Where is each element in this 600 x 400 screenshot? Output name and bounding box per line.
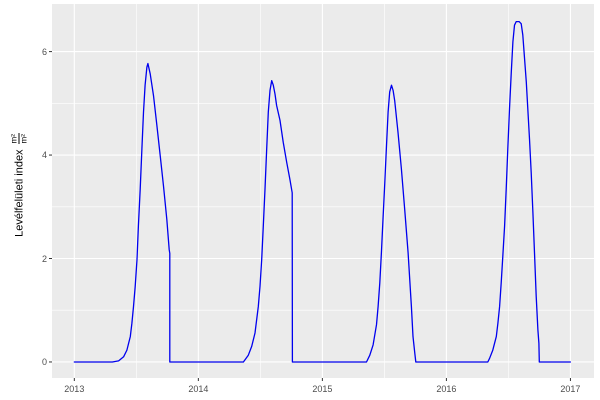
x-tick-label: 2014 bbox=[188, 384, 209, 394]
panel-background bbox=[52, 4, 594, 378]
y-axis-unit-fraction: m² m² bbox=[9, 133, 29, 145]
y-tick-label: 0 bbox=[41, 356, 47, 367]
x-tick-label: 2015 bbox=[312, 384, 333, 394]
y-axis-unit-numerator: m² bbox=[9, 133, 20, 145]
y-axis-title-text: Levélfelületi index bbox=[13, 149, 25, 237]
y-axis-title: Levélfelületi index m² m² bbox=[9, 125, 29, 245]
y-tick-label: 2 bbox=[41, 253, 47, 264]
x-tick-label: 2016 bbox=[436, 384, 457, 394]
x-tick-label: 2013 bbox=[64, 384, 85, 394]
y-tick-label: 6 bbox=[41, 46, 47, 57]
y-tick-label: 4 bbox=[41, 150, 47, 161]
series-line-lai bbox=[73, 20, 572, 363]
y-axis-unit-denominator: m² bbox=[19, 134, 29, 144]
x-tick-label: 2017 bbox=[560, 384, 581, 394]
